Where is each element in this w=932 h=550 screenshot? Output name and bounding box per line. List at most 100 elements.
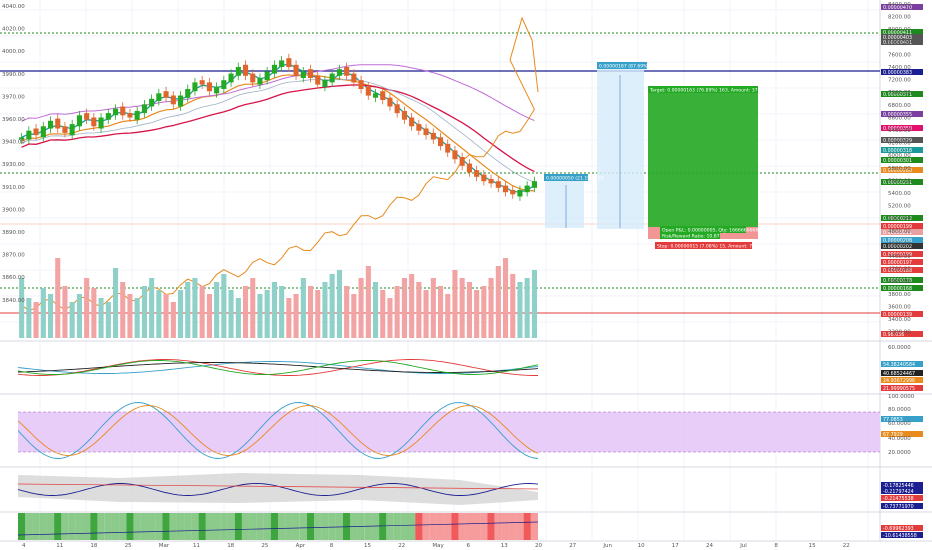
pane3-band [18,473,538,505]
volume-bar [286,298,292,338]
pane4-bar [306,513,315,540]
price-tick: 5400.00 [888,191,911,197]
volume-bar [481,286,487,338]
measure-big-label: 0.00000187 (87.69%) 187 [599,64,660,70]
time-tick: 25 [261,543,268,549]
volume-bar [308,286,314,338]
ma-slow-line [21,84,535,173]
volume-bar [503,258,509,338]
time-tick: 11 [193,543,200,549]
pane4-bar [429,513,437,540]
pane2-tick: 40.0000 [888,436,911,442]
candle-body [55,118,61,129]
pane2-tick: 60.0000 [888,421,911,427]
pane4-bar [249,513,257,540]
price-tag [881,251,923,257]
pane4-bar [90,513,98,540]
price-tick: 4800.00 [888,229,911,235]
candle-body [250,73,256,83]
price-tag-text: 0.00000301 [883,158,912,164]
position-tools[interactable] [545,63,758,239]
measure-small-label-bg [544,174,588,181]
volume-bar [163,294,169,338]
candle-body [105,113,111,120]
price-tag [881,311,923,317]
candle-body [62,126,68,133]
volume-bar [300,278,306,338]
volume-bar [380,290,386,338]
candle-body [315,75,321,85]
volume-bar [271,282,277,338]
volume-bar [416,282,422,338]
pane4-bar [25,513,33,540]
indicator-lines [17,359,880,540]
pane4-bar [393,513,401,540]
price-tag [881,167,923,173]
pane4-bar [111,513,120,540]
volume-bar [250,278,256,338]
candle-body [91,117,97,127]
volume-bar [214,282,220,338]
pane4-bar [480,513,488,540]
volume-bar [178,290,184,338]
candle-body [134,110,140,120]
price-tick: 7200.00 [888,78,911,84]
volume-bar [156,290,162,338]
pane1-tick: 60.0000 [888,345,911,351]
target-label-bg [648,86,758,93]
left-tick: 3890.00 [2,230,25,236]
time-tick: 13 [501,543,508,549]
price-tag-text: 0.00000329 [883,138,912,144]
pane4-bar [408,513,416,540]
pane4-bar [126,513,134,540]
price-tag-text: 0.00000411 [883,30,912,36]
candle-body [438,137,444,147]
pane2-tag-text: 67.7929 [883,432,903,438]
candle-body [344,67,350,76]
volume-bar [113,268,119,338]
candle-body [351,73,357,83]
price-tick: 6000.00 [888,153,911,159]
volume-bar [344,286,350,338]
candle-body [459,157,465,166]
time-tick: Apr [296,543,306,549]
candle-body [127,113,133,118]
price-tag-text: 0.00000208 [883,238,912,244]
pane4-bar [75,513,83,540]
volume-bar [452,270,458,338]
volume-bar [358,278,364,338]
time-tick: 27 [569,543,576,549]
pane4-bar [299,513,307,540]
pane4-bar [83,513,91,540]
price-tag [881,229,923,235]
volume-bar [430,278,436,338]
left-tick: 3840.00 [2,298,25,304]
time-tick: May [432,543,444,549]
candle-body [243,64,249,76]
candle-body [69,124,75,136]
volume-bar [257,294,263,338]
pane4-bar [191,513,199,540]
pane4-bar [140,513,148,540]
position-labels: Target: 0.00000163 (76.89%) 163, Amount:… [544,62,771,250]
price-tick: 5600.00 [888,178,911,184]
pane4-bar [263,513,271,540]
pane4-bar [400,513,408,540]
pane4-bar [213,513,221,540]
pane4-bar [234,513,242,540]
price-tag [881,137,923,143]
pane4-bar [227,513,235,540]
price-tag-text: 0.00000139 [883,312,912,318]
volume-bar [401,278,407,338]
pane2-tick: 80.0000 [888,407,911,413]
rr-label: Risk/Reward Ratio: 10.87 [662,234,720,240]
price-tag [881,29,923,35]
left-axis: 4040.00 4020.00 4000.00 3990.00 3970.00 3960.… [2,4,25,304]
pane3-tag [881,495,923,501]
candle-body [445,143,451,153]
volume-bar [91,288,97,338]
candle-body [531,181,537,188]
pane1-tag [881,385,923,391]
pane4-tag [881,525,923,531]
